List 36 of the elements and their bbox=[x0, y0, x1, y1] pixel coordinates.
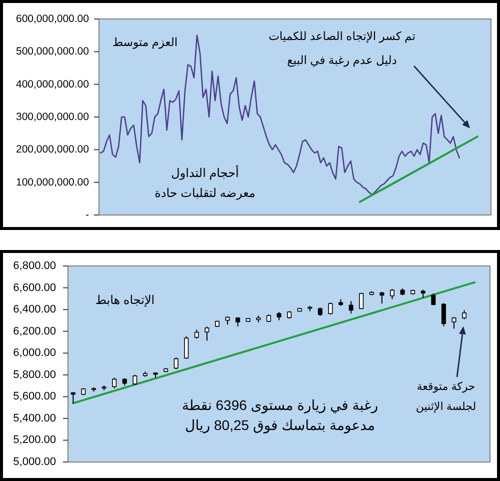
candlestick bbox=[112, 377, 117, 389]
y-tick-label: 6,400.00 bbox=[13, 304, 56, 316]
y-tick-label: 400,000,000.00 bbox=[16, 78, 90, 90]
y-tick-label: 5,000.00 bbox=[13, 456, 56, 468]
candlestick bbox=[348, 300, 354, 314]
y-tick-label: - bbox=[86, 209, 90, 221]
y-tick-label: 5,400.00 bbox=[13, 412, 56, 424]
annotation: أحجام التداول معرضه لتقلبات حادة bbox=[154, 165, 256, 200]
annotation: حركة متوقعة لجلسة الإثنين bbox=[416, 381, 476, 413]
y-tick-label: 600,000,000.00 bbox=[16, 13, 90, 25]
candlestick bbox=[462, 310, 467, 320]
y-tick-label: 5,800.00 bbox=[13, 368, 56, 381]
candlestick bbox=[452, 316, 456, 330]
candlestick bbox=[441, 302, 446, 327]
annotation: العزم متوسط bbox=[112, 37, 178, 49]
candlestick bbox=[132, 374, 138, 386]
annotation: رغبة في زيارة مستوى 6396 نقطة مدعومة بتماسك فوق 80,25 ريال bbox=[182, 397, 378, 434]
candlestick bbox=[194, 329, 199, 340]
candlestick bbox=[328, 302, 333, 316]
annotation: الإتجاه هابط bbox=[95, 293, 155, 307]
y-tick-label: 300,000,000.00 bbox=[16, 111, 90, 123]
y-tick-label: 6,200.00 bbox=[13, 325, 56, 338]
y-tick-label: 6,800.00 bbox=[13, 260, 56, 272]
candlestick bbox=[380, 291, 384, 304]
y-tick-label: 5,600.00 bbox=[13, 390, 56, 403]
y-tick-label: 500,000,000.00 bbox=[16, 46, 90, 58]
candlestick bbox=[204, 326, 210, 342]
y-tick-label: 200,000,000.00 bbox=[16, 144, 90, 156]
y-tick-label: 5,200.00 bbox=[13, 434, 56, 446]
candlestick bbox=[184, 336, 189, 360]
y-tick-label: 6,000.00 bbox=[13, 347, 56, 360]
annotation: تم كسر الإتجاه الصاعد للكميات دليل عدم رغبة في البيع bbox=[268, 31, 416, 67]
candlestick bbox=[390, 288, 394, 300]
y-tick-label: 6,600.00 bbox=[13, 282, 56, 294]
y-tick-label: 100,000,000.00 bbox=[16, 176, 90, 188]
candlestick bbox=[174, 356, 178, 370]
